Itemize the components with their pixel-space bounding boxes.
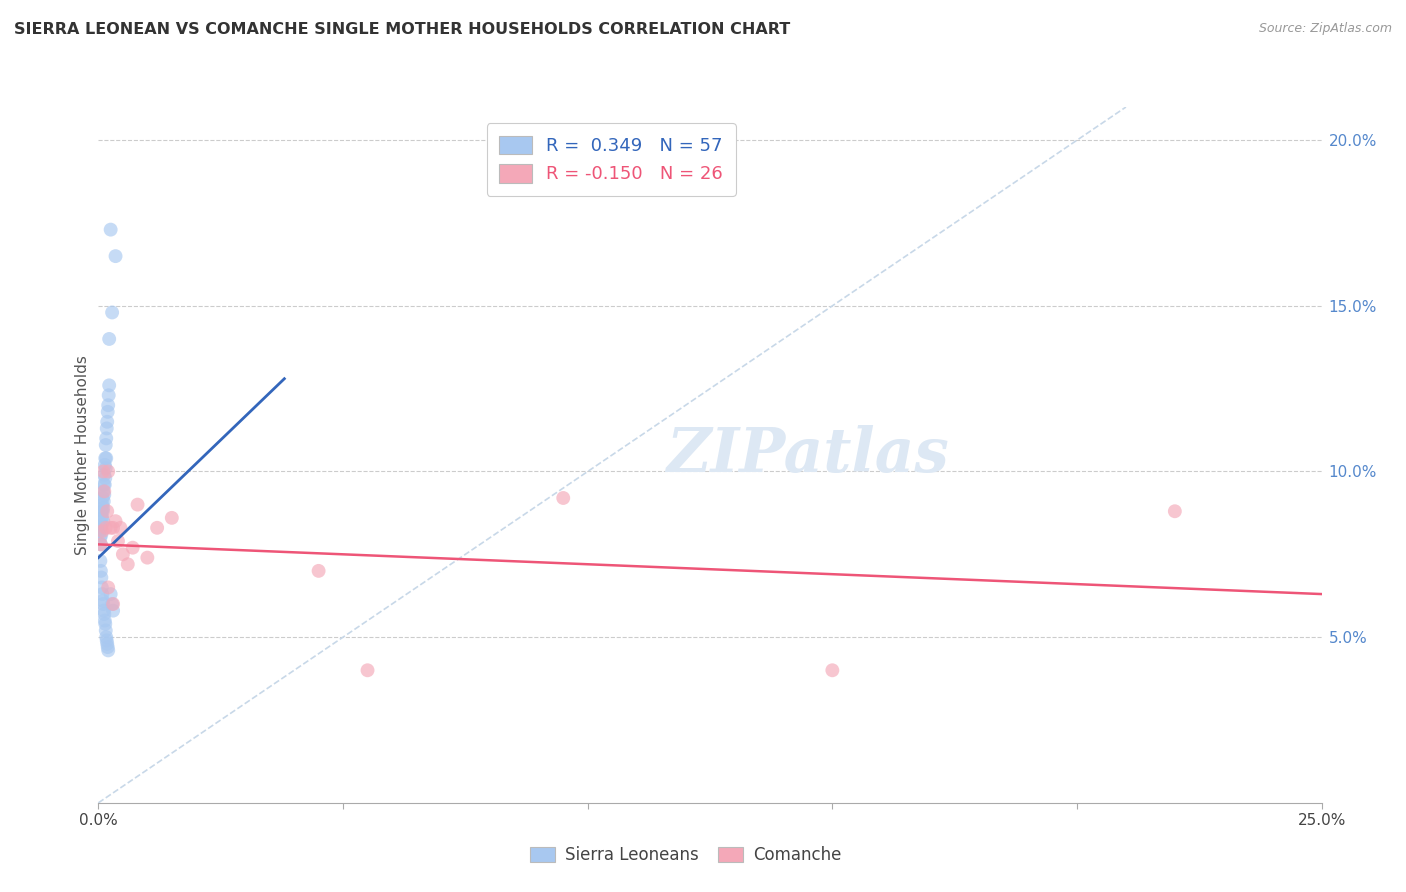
Point — [308, 564, 330, 578]
Point — [94, 614, 117, 628]
Point — [96, 415, 118, 429]
Point — [94, 471, 117, 485]
Y-axis label: Single Mother Households: Single Mother Households — [75, 355, 90, 555]
Point — [94, 624, 117, 638]
Point — [100, 222, 122, 236]
Point — [160, 511, 183, 525]
Point — [101, 597, 124, 611]
Point — [90, 527, 112, 541]
Point — [93, 488, 115, 502]
Point — [96, 637, 118, 651]
Point — [121, 541, 143, 555]
Text: ZIPatlas: ZIPatlas — [666, 425, 949, 485]
Point — [91, 465, 114, 479]
Point — [96, 421, 118, 435]
Point — [93, 477, 115, 491]
Point — [97, 388, 120, 402]
Point — [101, 604, 124, 618]
Point — [356, 663, 378, 677]
Point — [91, 500, 114, 515]
Point — [94, 451, 117, 466]
Point — [93, 494, 115, 508]
Point — [89, 524, 111, 538]
Point — [91, 587, 114, 601]
Point — [94, 477, 117, 491]
Point — [89, 554, 111, 568]
Point — [91, 504, 114, 518]
Point — [94, 438, 117, 452]
Point — [136, 550, 159, 565]
Point — [104, 514, 127, 528]
Point — [1164, 504, 1187, 518]
Point — [110, 521, 132, 535]
Point — [93, 484, 115, 499]
Point — [100, 521, 122, 535]
Point — [91, 511, 114, 525]
Point — [96, 431, 118, 445]
Point — [107, 534, 129, 549]
Point — [90, 570, 112, 584]
Point — [97, 398, 120, 412]
Point — [821, 663, 844, 677]
Text: Source: ZipAtlas.com: Source: ZipAtlas.com — [1258, 22, 1392, 36]
Point — [100, 587, 122, 601]
Point — [96, 633, 118, 648]
Point — [101, 305, 124, 319]
Legend: Sierra Leoneans, Comanche: Sierra Leoneans, Comanche — [523, 839, 848, 871]
Point — [98, 332, 121, 346]
Point — [93, 467, 115, 482]
Point — [101, 597, 124, 611]
Point — [90, 564, 112, 578]
Point — [553, 491, 575, 505]
Point — [127, 498, 149, 512]
Point — [101, 521, 124, 535]
Point — [91, 597, 114, 611]
Point — [90, 537, 112, 551]
Point — [96, 504, 118, 518]
Point — [93, 604, 115, 618]
Point — [91, 514, 114, 528]
Point — [90, 511, 112, 525]
Point — [90, 581, 112, 595]
Point — [91, 491, 114, 505]
Point — [111, 547, 134, 561]
Point — [97, 465, 120, 479]
Point — [94, 521, 117, 535]
Point — [90, 521, 112, 535]
Point — [89, 531, 111, 545]
Point — [90, 517, 112, 532]
Point — [90, 504, 112, 518]
Point — [97, 405, 120, 419]
Point — [91, 593, 114, 607]
Point — [96, 630, 118, 644]
Point — [97, 581, 120, 595]
Point — [96, 451, 118, 466]
Point — [91, 484, 114, 499]
Point — [94, 458, 117, 472]
Point — [117, 558, 139, 572]
Point — [146, 521, 169, 535]
Point — [94, 616, 117, 631]
Point — [90, 537, 112, 551]
Point — [98, 378, 121, 392]
Point — [97, 640, 120, 654]
Point — [91, 498, 114, 512]
Point — [91, 524, 114, 538]
Text: SIERRA LEONEAN VS COMANCHE SINGLE MOTHER HOUSEHOLDS CORRELATION CHART: SIERRA LEONEAN VS COMANCHE SINGLE MOTHER… — [14, 22, 790, 37]
Point — [93, 607, 115, 621]
Point — [97, 643, 120, 657]
Point — [104, 249, 127, 263]
Point — [94, 461, 117, 475]
